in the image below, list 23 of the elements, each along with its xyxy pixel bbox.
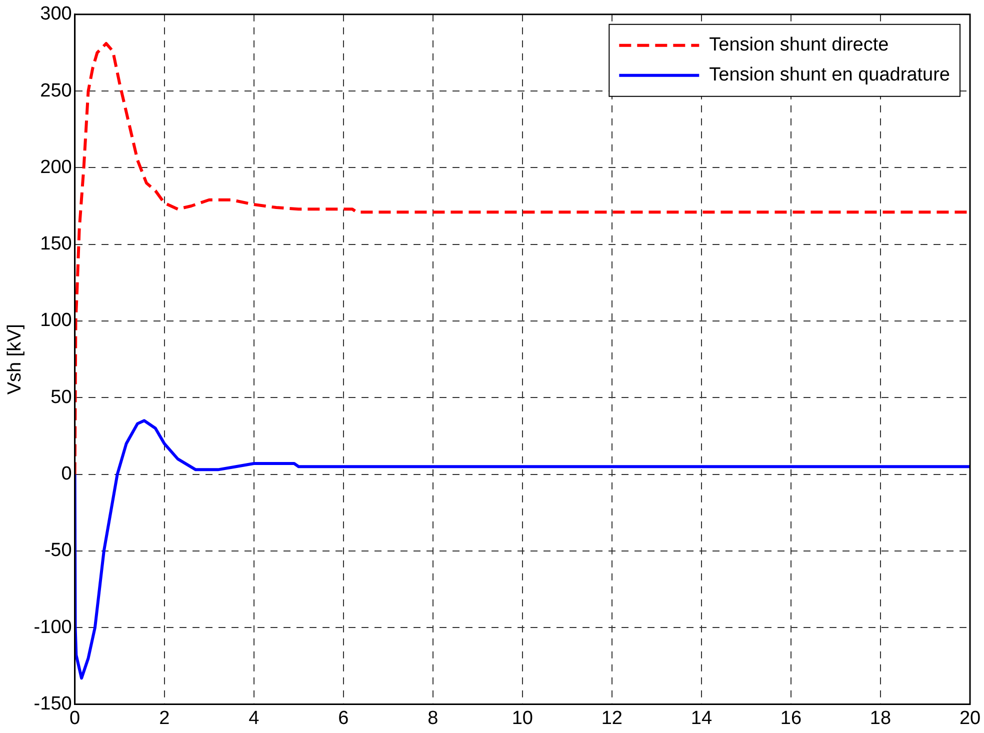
y-tick-label: -100 [34,616,72,638]
y-tick-label: 200 [40,156,72,178]
x-tick-label: 18 [870,708,892,729]
y-axis-title: Vsh [kV] [4,324,26,395]
x-tick-label: 8 [428,708,438,729]
y-tick-label: -150 [34,693,72,714]
x-tick-label: 12 [601,708,622,729]
x-tick-label: 16 [780,708,802,729]
y-tick-label: 50 [50,386,72,408]
y-tick-label: 150 [40,234,72,255]
x-tick-label: 14 [690,708,712,729]
y-tick-label: 250 [40,80,72,102]
y-tick-label: -50 [44,540,72,562]
x-tick-label: 10 [512,708,533,729]
x-tick-label: 6 [338,708,349,729]
legend-label: Tension shunt en quadrature [709,64,950,86]
y-tick-label: 0 [61,464,72,484]
x-tick-label: 2 [159,708,170,729]
x-tick-label: 20 [959,708,981,729]
legend-label: Tension shunt directe [709,34,889,56]
x-tick-label: 4 [248,708,260,729]
y-tick-label: 100 [40,310,72,332]
y-tick-label: 300 [40,4,72,25]
